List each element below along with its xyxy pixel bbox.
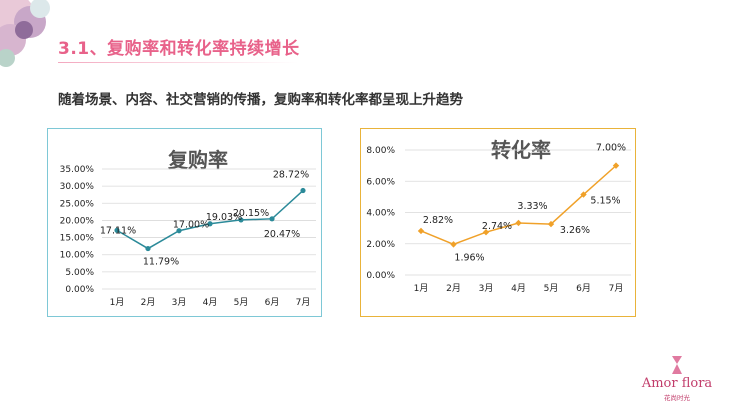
y-tick-label: 0.00% (366, 271, 395, 281)
x-tick-label: 4月 (203, 297, 218, 308)
y-tick-label: 0.00% (65, 285, 94, 295)
x-tick-label: 3月 (172, 297, 187, 308)
x-tick-label: 3月 (479, 283, 494, 294)
logo-name: Amor flora (641, 376, 713, 391)
data-label: 2.82% (423, 215, 453, 226)
data-point (547, 220, 555, 228)
chart-title: 复购率 (167, 148, 228, 172)
data-point (145, 245, 151, 252)
y-tick-label: 15.00% (60, 234, 95, 244)
x-tick-label: 6月 (576, 283, 591, 294)
data-label: 2.74% (482, 221, 512, 232)
data-point (612, 162, 620, 169)
data-point (580, 191, 587, 198)
x-tick-label: 2月 (446, 283, 461, 294)
x-tick-label: 4月 (511, 283, 526, 294)
data-label: 7.00% (596, 143, 626, 154)
logo-icon (672, 356, 682, 374)
data-label: 5.15% (590, 196, 620, 207)
data-label: 3.33% (517, 201, 547, 212)
data-label: 17.00% (173, 220, 209, 231)
data-point (207, 221, 213, 227)
data-point (176, 228, 182, 234)
x-tick-label: 7月 (609, 283, 624, 294)
data-point (269, 216, 275, 222)
data-point (482, 228, 490, 236)
y-tick-label: 5.00% (65, 268, 94, 278)
x-tick-label: 6月 (265, 297, 280, 308)
page-title: 3.1、复购率和转化率持续增长 (58, 39, 300, 59)
data-point (417, 227, 425, 235)
y-tick-label: 8.00% (366, 146, 395, 156)
y-tick-label: 2.00% (366, 240, 395, 250)
brand-logo: Amor flora 花尚时光 (632, 354, 722, 404)
conversion-rate-chart: 转化率 8.00% 6.00% 4.00% 2.00% 0.00% 1月 2月 3月 4月 5月… (360, 128, 636, 317)
data-label: 20.47% (264, 229, 300, 240)
title-divider (58, 62, 298, 63)
data-label: 28.72% (273, 170, 309, 181)
data-point (238, 217, 244, 223)
data-point (114, 227, 120, 233)
data-label: 1.96% (454, 252, 484, 263)
conversion-chart-svg: 转化率 8.00%6.00%4.00%2.00%0.00% 1月 2月 3月 4月 5月… (366, 138, 631, 294)
y-tick-label: 4.00% (366, 209, 395, 219)
y-tick-label: 20.00% (60, 216, 95, 226)
x-tick-label: 2月 (141, 297, 156, 308)
repurchase-chart-svg: 复购率 35.00% 30.00% 25.00% 20.00% 15.00% 10.00%… (60, 148, 316, 308)
x-tick-label: 1月 (110, 297, 125, 308)
repurchase-rate-chart: 复购率 35.00% 30.00% 25.00% 20.00% 15.00% 10.00%… (47, 128, 322, 317)
x-tick-label: 1月 (414, 283, 429, 294)
data-label: 19.03% (206, 212, 242, 223)
data-label: 17.11% (100, 225, 136, 236)
x-tick-label: 7月 (296, 297, 311, 308)
data-point (515, 219, 522, 227)
data-point (450, 241, 457, 248)
x-tick-label: 5月 (544, 283, 559, 294)
x-tick-label: 5月 (234, 297, 249, 308)
y-tick-label: 30.00% (60, 182, 95, 192)
page-subtitle: 随着场景、内容、社交营销的传播，复购率和转化率都呈现上升趋势 (58, 92, 463, 108)
data-point (300, 187, 306, 194)
y-tick-label: 25.00% (60, 199, 95, 209)
data-label: 3.26% (560, 225, 590, 236)
flower-decoration (0, 0, 50, 67)
logo-subtext: 花尚时光 (664, 394, 690, 402)
data-label: 20.15% (233, 208, 269, 219)
y-tick-label: 6.00% (366, 177, 395, 187)
y-tick-label: 35.00% (60, 165, 95, 175)
y-tick-label: 10.00% (60, 251, 95, 261)
data-label: 11.79% (143, 257, 179, 268)
